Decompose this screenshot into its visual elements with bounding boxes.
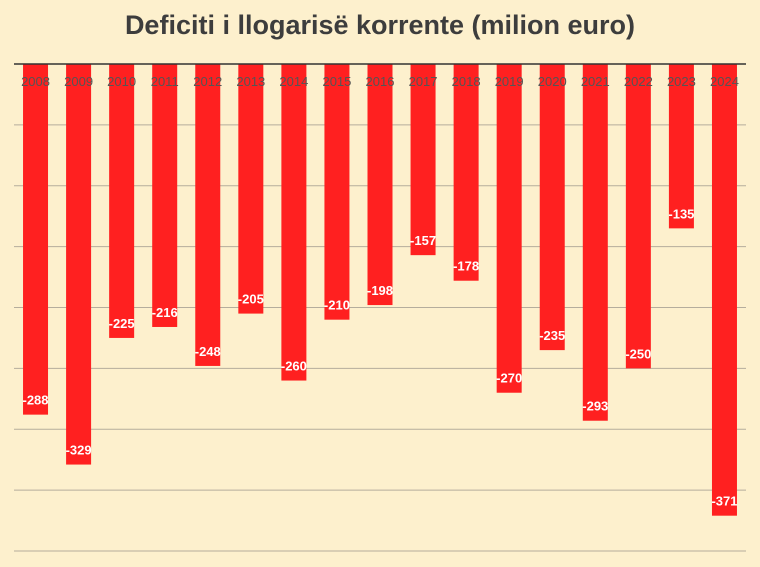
data-label: -371 [711,494,737,509]
data-label: -216 [152,305,178,320]
bar-2008 [23,64,49,415]
bar-2019 [496,64,522,393]
x-tick-label: 2020 [538,74,567,89]
bar-2009 [66,64,92,465]
bar-2018 [453,64,479,281]
data-label: -210 [324,298,350,313]
bar-2022 [625,64,651,369]
chart-title: Deficiti i llogarisë korrente (milion eu… [124,10,636,40]
data-label: -270 [496,371,522,386]
bar-2012 [195,64,221,366]
data-label: -288 [23,393,49,408]
bar-2011 [152,64,178,327]
x-tick-label: 2021 [581,74,610,89]
bar-2010 [109,64,135,338]
data-label: -260 [281,359,307,374]
x-tick-label: 2009 [64,74,93,89]
data-label: -178 [453,259,479,274]
x-tick-label: 2023 [667,74,696,89]
x-tick-label: 2016 [366,74,395,89]
x-tick-label: 2010 [107,74,136,89]
x-tick-label: 2018 [452,74,481,89]
data-label: -225 [109,316,135,331]
data-label: -329 [66,443,92,458]
bar-2014 [281,64,307,381]
data-label: -293 [582,399,608,414]
data-label: -248 [195,344,221,359]
data-label: -157 [410,233,436,248]
bar-2020 [539,64,565,351]
data-label: -205 [238,292,264,307]
x-tick-label: 2012 [193,74,222,89]
x-tick-label: 2017 [409,74,438,89]
data-label: -235 [539,328,565,343]
bar-2021 [582,64,608,421]
x-tick-label: 2019 [495,74,524,89]
x-tick-label: 2008 [21,74,50,89]
x-tick-label: 2022 [624,74,653,89]
x-tick-label: 2013 [236,74,265,89]
x-tick-label: 2014 [279,74,308,89]
bar-2024 [711,64,737,516]
bar-2017 [410,64,436,256]
data-label: -135 [668,206,694,221]
bar-2015 [324,64,350,320]
data-label: -250 [625,346,651,361]
x-tick-label: 2015 [322,74,351,89]
bar-2016 [367,64,393,306]
x-tick-label: 2024 [710,74,739,89]
data-label: -198 [367,283,393,298]
x-tick-label: 2011 [151,74,179,89]
bar-2023 [668,64,694,229]
bar-2013 [238,64,264,314]
